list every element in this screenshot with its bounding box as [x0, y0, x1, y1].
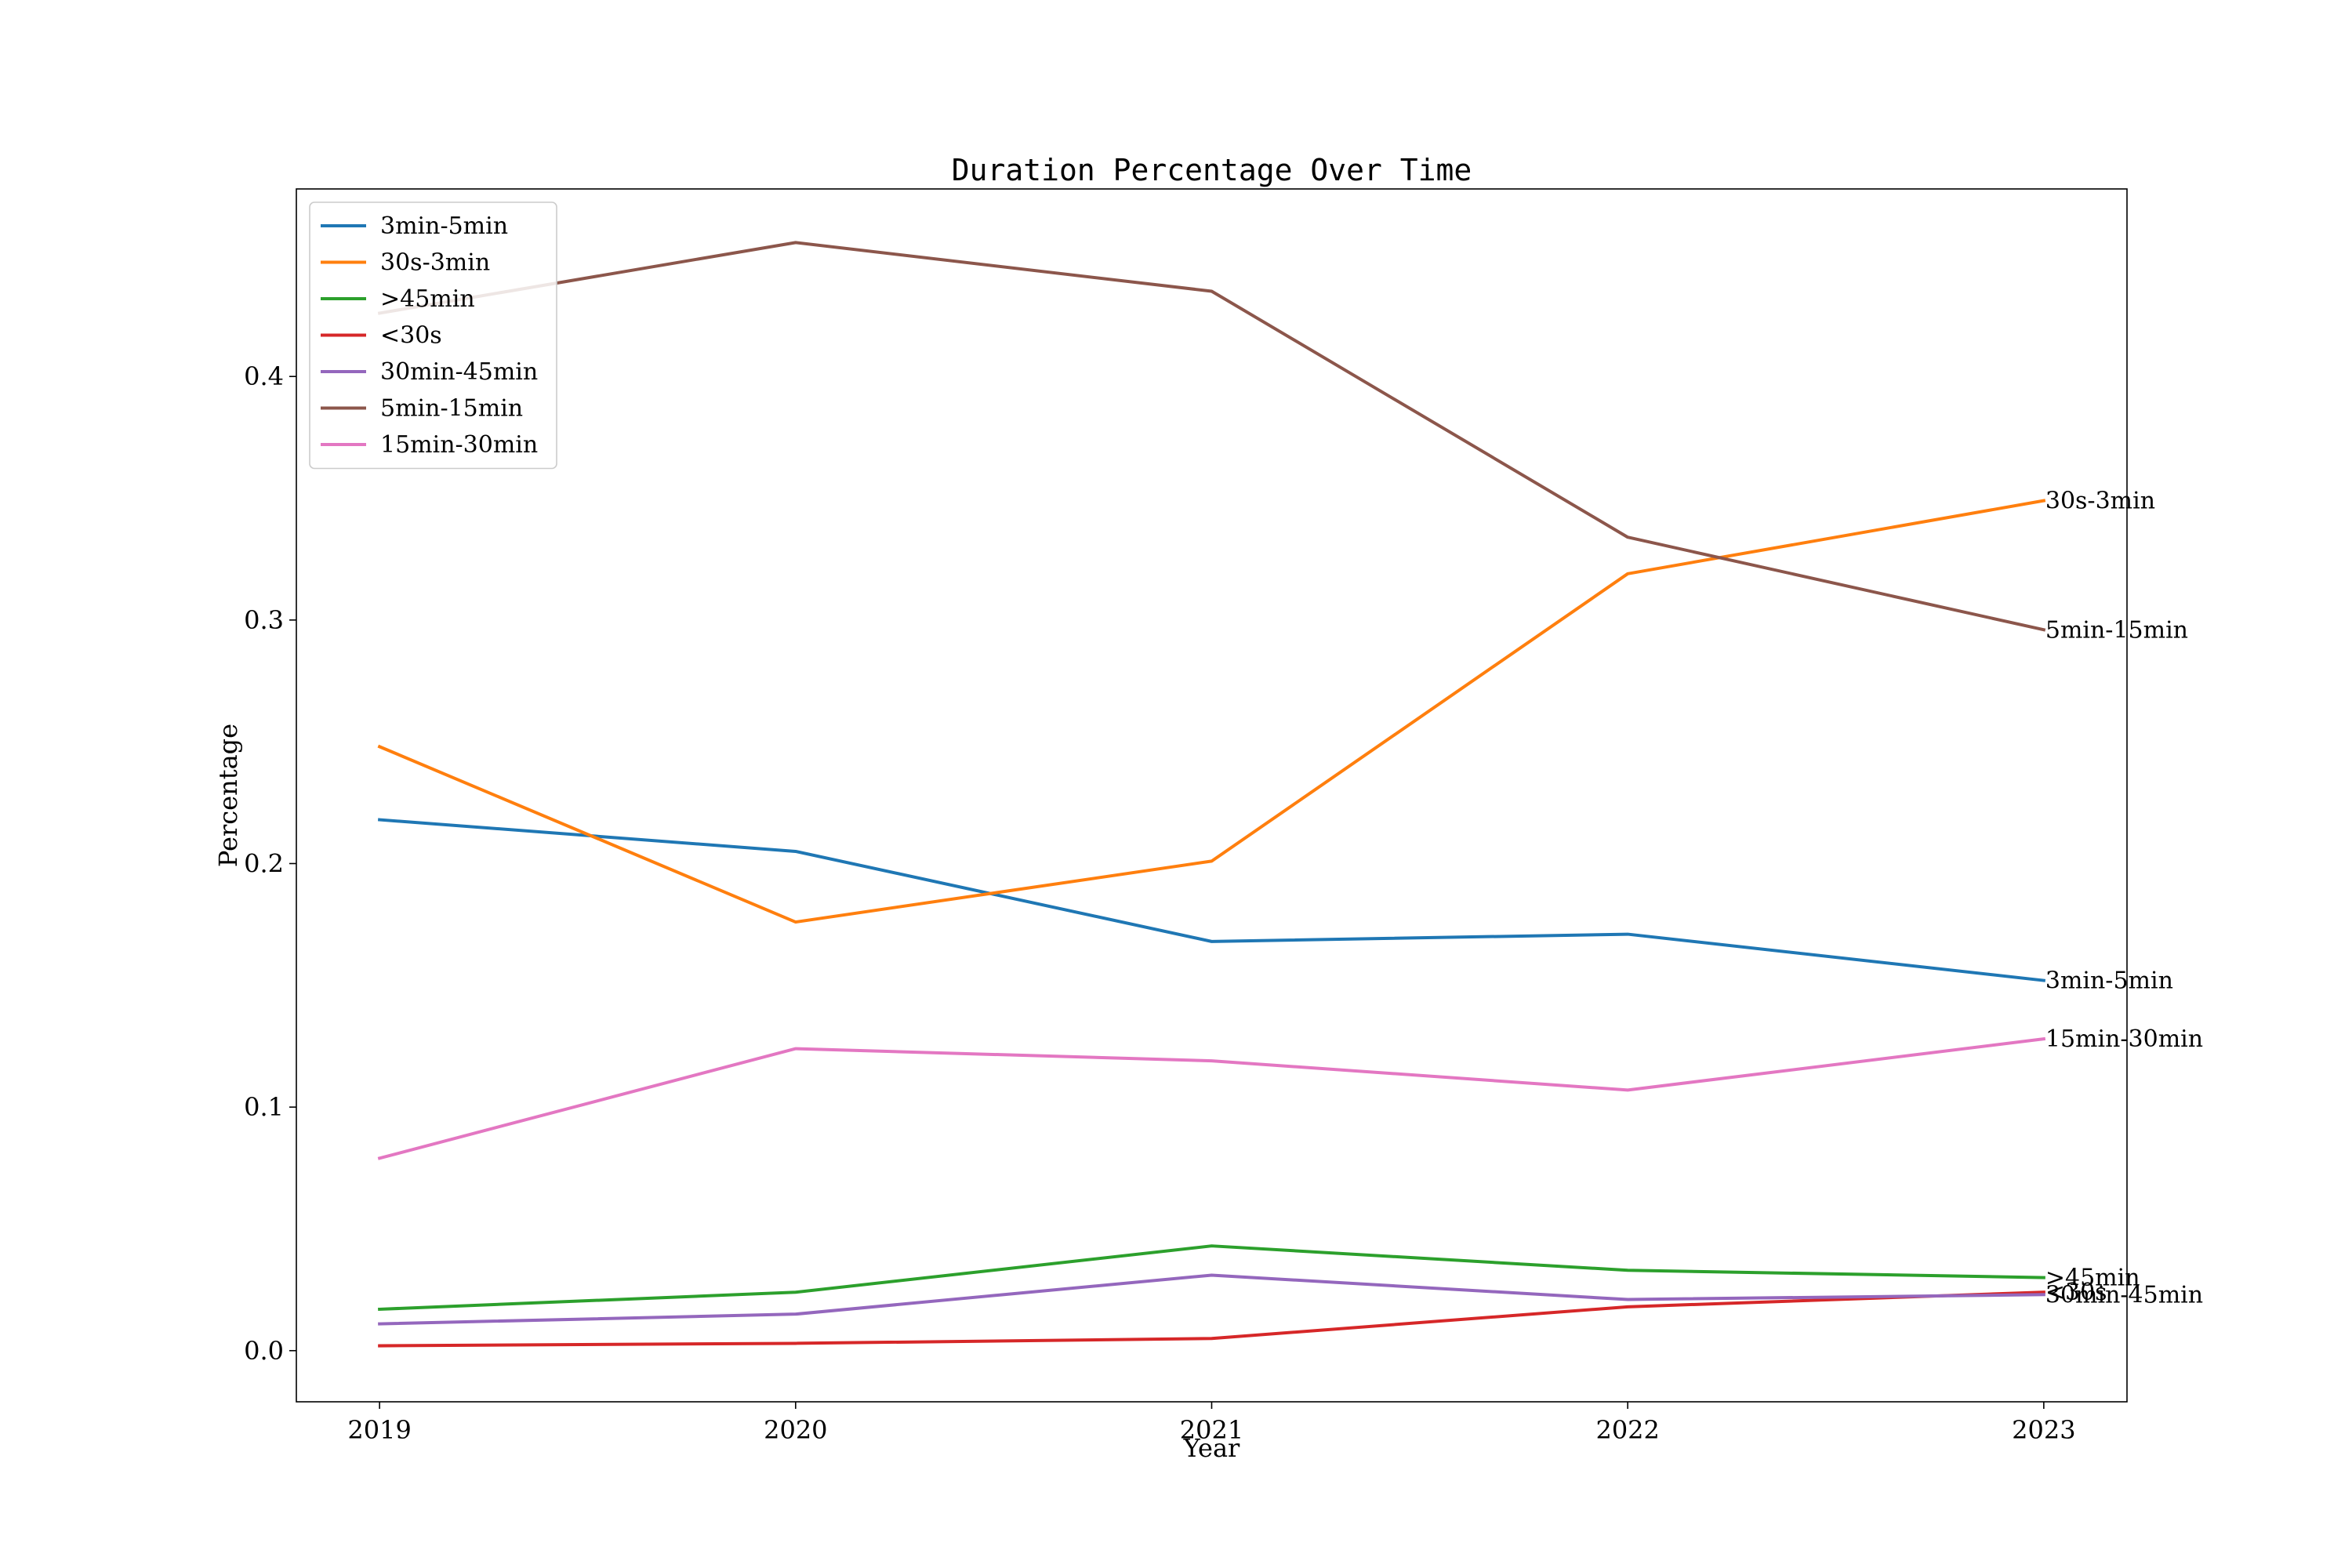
y-tick-label: 0.4: [244, 361, 284, 391]
legend: 3min-5min 30s-3min >45min <30s 30min-45min 5m…: [309, 201, 557, 470]
series-end-label: 30min-45min: [2045, 1281, 2203, 1308]
y-axis-label: Percentage: [213, 724, 243, 867]
x-axis-label: Year: [1183, 1433, 1240, 1463]
legend-box: [309, 201, 557, 470]
series-end-label: 15min-30min: [2045, 1025, 2203, 1053]
y-tick-label: 0.0: [244, 1336, 284, 1366]
legend-entry: >45min: [380, 285, 475, 313]
series-end-label: >45min: [2045, 1265, 2140, 1292]
y-tick-label: 0.1: [244, 1092, 284, 1122]
series-line-<30s: [378, 1290, 2045, 1348]
series-line->45min: [378, 1244, 2045, 1312]
legend-entry: 30min-45min: [380, 358, 538, 386]
legend-entry: 5min-15min: [380, 395, 523, 423]
series-line-30min-45min: [378, 1273, 2045, 1326]
y-tick-label: 0.3: [244, 605, 284, 635]
series-line-3min-5min: [377, 818, 2046, 982]
x-tick-label: 2021: [1180, 1415, 1243, 1445]
series-line-15min-30min: [377, 1036, 2046, 1160]
series-line-30s-3min: [377, 499, 2046, 924]
chart-title: Duration Percentage Over Time: [952, 153, 1472, 187]
x-tick-label: 2022: [1595, 1415, 1659, 1445]
x-tick-label: 2019: [347, 1415, 411, 1445]
series-line-5min-15min: [377, 241, 2046, 632]
y-axis: 0.0 0.1 0.2 0.3 0.4: [244, 361, 296, 1366]
plot-area: [377, 241, 2046, 1348]
y-tick-label: 0.2: [244, 848, 284, 878]
x-tick-label: 2020: [764, 1415, 827, 1445]
legend-entry: <30s: [380, 322, 442, 350]
legend-entry: 15min-30min: [380, 431, 538, 459]
x-tick-label: 2023: [2012, 1415, 2075, 1445]
legend-entry: 30s-3min: [380, 249, 490, 277]
axes-frame: [296, 188, 2128, 1403]
series-end-label: 30s-3min: [2045, 488, 2155, 515]
legend-entry: 3min-5min: [380, 212, 508, 240]
x-axis: 2019 2020 2021 2022 2023: [347, 1402, 2076, 1445]
series-end-label: 3min-5min: [2045, 967, 2173, 995]
series-end-label: 5min-15min: [2045, 616, 2188, 644]
series-end-label: <30s: [2045, 1279, 2107, 1306]
